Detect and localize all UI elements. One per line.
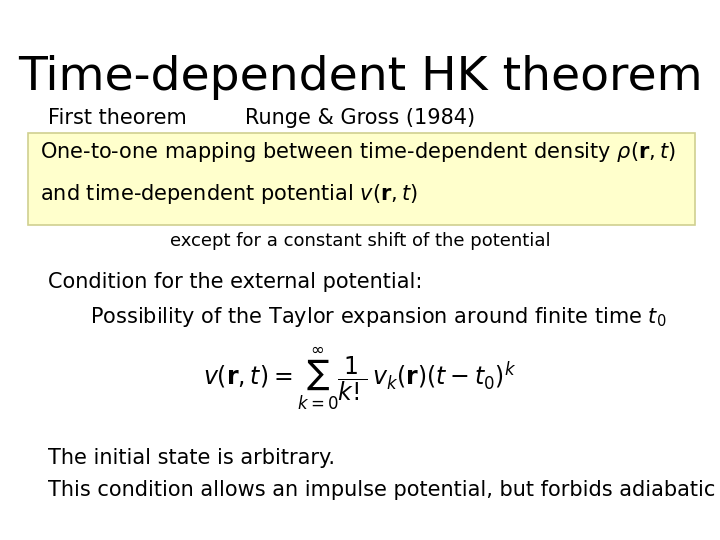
Text: Time-dependent HK theorem: Time-dependent HK theorem bbox=[18, 55, 702, 100]
Text: Runge & Gross (1984): Runge & Gross (1984) bbox=[245, 108, 475, 128]
Text: and time-dependent potential $v(\mathbf{r},t)$: and time-dependent potential $v(\mathbf{… bbox=[40, 182, 418, 206]
Text: $v(\mathbf{r}, t) = \sum_{k=0}^{\infty} \dfrac{1}{k!}\, v_k(\mathbf{r})\left(t -: $v(\mathbf{r}, t) = \sum_{k=0}^{\infty} … bbox=[203, 345, 517, 411]
Text: Possibility of the Taylor expansion around finite time $t_0$: Possibility of the Taylor expansion arou… bbox=[90, 305, 667, 329]
Text: except for a constant shift of the potential: except for a constant shift of the poten… bbox=[170, 232, 550, 250]
Text: The initial state is arbitrary.: The initial state is arbitrary. bbox=[48, 448, 335, 468]
FancyBboxPatch shape bbox=[28, 133, 695, 225]
Text: First theorem: First theorem bbox=[48, 108, 186, 128]
Text: This condition allows an impulse potential, but forbids adiabatic switch-on.: This condition allows an impulse potenti… bbox=[48, 480, 720, 500]
Text: One-to-one mapping between time-dependent density $\rho(\mathbf{r},t)$: One-to-one mapping between time-dependen… bbox=[40, 140, 676, 164]
Text: Condition for the external potential:: Condition for the external potential: bbox=[48, 272, 423, 292]
